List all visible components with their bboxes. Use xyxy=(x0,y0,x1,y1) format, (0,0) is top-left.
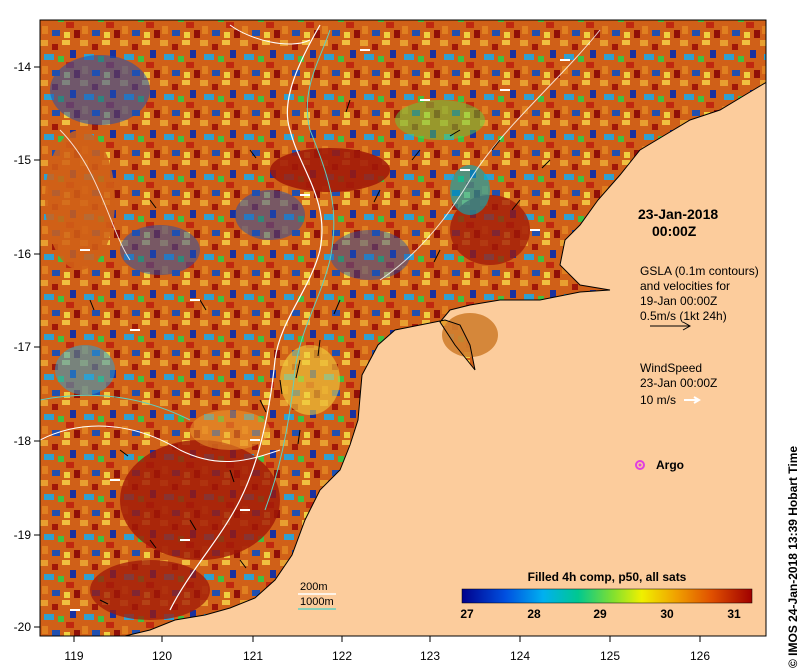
argo-label: Argo xyxy=(656,458,684,472)
velocity-scale-arrow xyxy=(650,321,692,331)
y-tick-label: -19 xyxy=(14,528,32,542)
cool-patch xyxy=(120,225,200,275)
colorbar-tick: 28 xyxy=(527,607,541,621)
bathy-label-1000m: 1000m xyxy=(300,596,334,608)
yellow-patch xyxy=(190,410,270,450)
gsla-contour xyxy=(379,29,601,281)
cool-patch xyxy=(50,55,150,125)
contour-1000m xyxy=(264,29,335,511)
warm-patch xyxy=(45,130,115,270)
gsla-legend-line: 0.5m/s (1kt 24h) xyxy=(640,309,727,323)
y-tick-label: -14 xyxy=(14,60,32,74)
gulf-warm-water xyxy=(442,313,498,357)
x-tick-label: 122 xyxy=(332,649,352,663)
colorbar-title: Filled 4h comp, p50, all sats xyxy=(528,570,687,584)
colorbar-tick: 27 xyxy=(460,607,474,621)
coastline xyxy=(124,81,766,636)
x-tick-label: 125 xyxy=(600,649,620,663)
colorbar-tick: 30 xyxy=(660,607,674,621)
gsla-contour xyxy=(59,129,131,261)
colorbar-tick: 31 xyxy=(727,607,741,621)
gsla-contour xyxy=(229,24,311,45)
x-tick-label: 126 xyxy=(690,649,710,663)
contour-200m xyxy=(169,24,323,611)
cool-patch xyxy=(450,165,490,215)
axis-tick-marks xyxy=(34,66,701,642)
cool-patch xyxy=(330,230,410,280)
colorbar xyxy=(461,588,753,604)
warm-patch xyxy=(270,148,390,192)
plot-border xyxy=(39,19,767,637)
x-tick-label: 119 xyxy=(64,649,83,663)
colorbar-tick: 29 xyxy=(593,607,607,621)
wind-scale-label: 10 m/s xyxy=(640,393,676,407)
green-patch xyxy=(395,100,485,140)
imos-credit: © IMOS 24-Jan-2018 13:39 Hobart Time xyxy=(786,446,800,668)
x-tick-label: 121 xyxy=(243,649,263,663)
y-tick-label: -16 xyxy=(14,247,32,261)
contour-200m xyxy=(40,425,281,462)
x-tick-label: 120 xyxy=(152,649,172,663)
yellow-patch xyxy=(280,345,340,415)
y-tick-label: -15 xyxy=(14,153,32,167)
gsla-legend-line: GSLA (0.1m contours) xyxy=(640,264,759,278)
gsla-legend-line: and velocities for xyxy=(640,279,730,293)
contour-1000m xyxy=(40,394,191,421)
wind-legend-time: 23-Jan 00:00Z xyxy=(640,376,717,390)
gsla-legend-line: 19-Jan 00:00Z xyxy=(640,294,717,308)
argo-float-marker xyxy=(635,460,645,470)
bathy-label-200m: 200m xyxy=(300,581,328,593)
y-tick-label: -17 xyxy=(14,340,32,354)
x-tick-label: 123 xyxy=(420,649,440,663)
warm-patch xyxy=(90,560,210,620)
warm-patch xyxy=(120,440,280,560)
cool-patch xyxy=(235,190,305,240)
cool-patch xyxy=(55,345,115,395)
x-tick-label: 124 xyxy=(510,649,530,663)
wind-scale-arrow xyxy=(684,396,701,404)
map-time: 00:00Z xyxy=(652,223,697,239)
y-tick-label: -20 xyxy=(14,620,32,634)
velocity-arrows xyxy=(89,99,551,605)
wind-legend-title: WindSpeed xyxy=(640,361,702,375)
wind-arrows xyxy=(70,49,570,611)
map-date: 23-Jan-2018 xyxy=(638,206,718,222)
y-tick-label: -18 xyxy=(14,434,32,448)
